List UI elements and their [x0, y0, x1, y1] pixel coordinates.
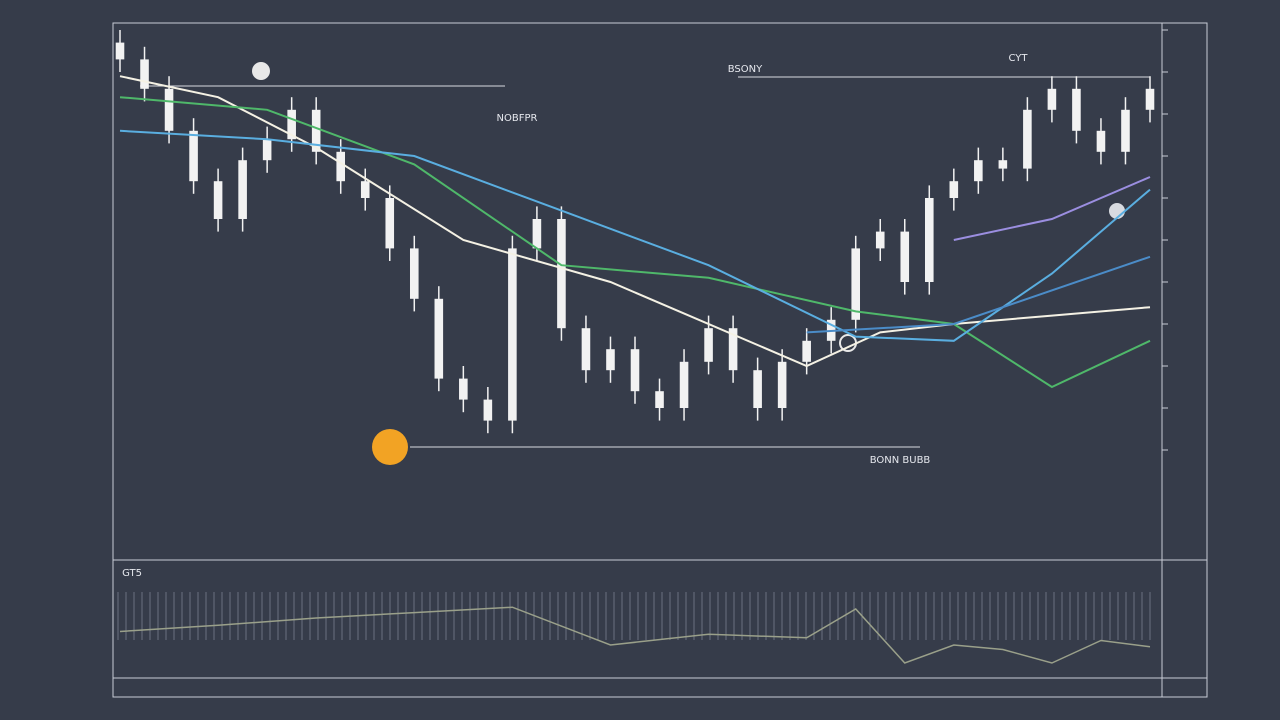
marker — [252, 62, 270, 80]
annotation: GT5 — [122, 568, 142, 579]
candle-body — [1145, 88, 1155, 110]
candle-body — [434, 298, 444, 379]
candle-body — [655, 391, 664, 408]
annotation: NOBFPR — [497, 113, 538, 124]
candle-body — [802, 340, 811, 362]
candle-body — [140, 59, 149, 89]
moving-average — [119, 75, 1151, 368]
candle-body — [679, 361, 689, 408]
candle-body — [949, 181, 959, 198]
candle-body — [1023, 109, 1032, 169]
frame — [112, 22, 1208, 698]
candle-body — [851, 248, 861, 320]
candle-body — [115, 42, 125, 60]
annotation: CYT — [1008, 53, 1028, 64]
moving-average — [119, 96, 1151, 389]
candle-body — [483, 399, 493, 421]
candle-body — [606, 349, 615, 371]
candle-body — [1072, 88, 1081, 131]
candle-body — [262, 139, 272, 161]
candle-body — [336, 151, 346, 182]
candle-body — [459, 378, 468, 400]
moving-average — [953, 176, 1151, 241]
candle-body — [238, 160, 247, 219]
annotation: BONN BUBB — [870, 455, 931, 466]
candle-body — [164, 88, 174, 131]
candle-body — [581, 328, 591, 371]
candle-body — [924, 198, 934, 282]
candle-body — [311, 109, 321, 152]
candle-body — [974, 160, 983, 182]
candle-body — [287, 109, 296, 140]
candle-body — [753, 370, 762, 408]
candle-body — [189, 130, 198, 182]
candle-body — [704, 328, 713, 362]
candle-body — [728, 328, 738, 371]
candle-body — [508, 248, 517, 421]
candle-body — [875, 231, 885, 249]
candle-body — [1121, 109, 1130, 152]
candle-body — [1096, 130, 1106, 152]
candle-body — [532, 219, 542, 249]
marker — [372, 429, 408, 465]
candle-body — [900, 231, 910, 282]
moving-average — [806, 255, 1151, 334]
candle-body — [360, 181, 370, 198]
oscillator — [119, 606, 1151, 664]
candle-body — [1047, 88, 1057, 110]
candle-body — [409, 248, 419, 299]
annotation: BSONY — [728, 64, 763, 75]
candle-body — [385, 198, 395, 249]
candle-body — [557, 219, 566, 329]
moving-average — [119, 129, 1151, 342]
candle-body — [998, 160, 1008, 169]
candle-body — [777, 361, 787, 408]
candle-body — [213, 181, 223, 219]
candle-body — [630, 349, 640, 392]
